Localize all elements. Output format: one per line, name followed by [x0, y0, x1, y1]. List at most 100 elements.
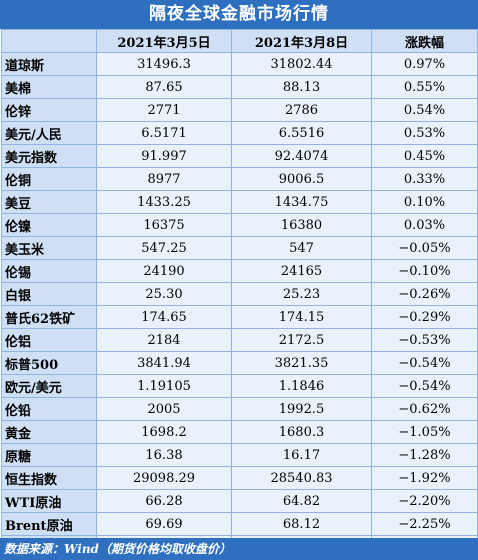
table-row: 伦锡 24190 24165 −0.10%: [1, 259, 478, 283]
instrument-name: 标普500: [1, 351, 97, 375]
change-percent: 0.10%: [371, 190, 478, 214]
instrument-name: 恒生指数: [1, 466, 97, 490]
instrument-name: 道琼斯: [1, 52, 97, 76]
price-day-2: 24165: [231, 259, 372, 283]
table-row: 普氏62铁矿 174.65 174.15 −0.29%: [1, 305, 478, 329]
price-day-1: 16.38: [96, 443, 232, 467]
table-row: 美玉米 547.25 547 −0.05%: [1, 236, 478, 260]
price-day-1: 87.65: [96, 75, 232, 99]
instrument-name: 伦铝: [1, 328, 97, 352]
price-day-1: 25.30: [96, 282, 232, 306]
table-row: WTI原油 66.28 64.82 −2.20%: [1, 489, 478, 513]
table-row: 美棉 87.65 88.13 0.55%: [1, 75, 478, 99]
change-percent: 0.54%: [371, 98, 478, 122]
price-day-2: 92.4074: [231, 144, 372, 168]
price-day-2: 1680.3: [231, 420, 372, 444]
instrument-name: 美元指数: [1, 144, 97, 168]
table-row: 道琼斯 31496.3 31802.44 0.97%: [1, 52, 478, 76]
change-percent: −1.05%: [371, 420, 478, 444]
table-row: 标普500 3841.94 3821.35 −0.54%: [1, 351, 478, 375]
change-percent: −0.10%: [371, 259, 478, 283]
table-header-row: 2021年3月5日 2021年3月8日 涨跌幅: [1, 29, 478, 53]
header-instrument: [1, 29, 97, 53]
price-day-2: 68.12: [231, 512, 372, 536]
price-day-2: 2786: [231, 98, 372, 122]
instrument-name: Brent原油: [1, 512, 97, 536]
price-day-2: 6.5516: [231, 121, 372, 145]
change-percent: −0.29%: [371, 305, 478, 329]
instrument-name: 白银: [1, 282, 97, 306]
price-day-1: 24190: [96, 259, 232, 283]
header-date-1: 2021年3月5日: [96, 29, 232, 53]
instrument-name: 普氏62铁矿: [1, 305, 97, 329]
change-percent: −0.54%: [371, 374, 478, 398]
instrument-name: 伦锌: [1, 98, 97, 122]
table-row: 美元/人民 6.5171 6.5516 0.53%: [1, 121, 478, 145]
change-percent: −2.20%: [371, 489, 478, 513]
table-row: 原糖 16.38 16.17 −1.28%: [1, 443, 478, 467]
change-percent: 0.33%: [371, 167, 478, 191]
price-day-1: 2771: [96, 98, 232, 122]
table-row: 美豆 1433.25 1434.75 0.10%: [1, 190, 478, 214]
price-day-2: 1.1846: [231, 374, 372, 398]
page-title: 隔夜全球金融市场行情: [0, 0, 478, 29]
price-day-1: 1.19105: [96, 374, 232, 398]
price-day-2: 1434.75: [231, 190, 372, 214]
instrument-name: 黄金: [1, 420, 97, 444]
change-percent: 0.97%: [371, 52, 478, 76]
instrument-name: 伦镍: [1, 213, 97, 237]
instrument-name: 美棉: [1, 75, 97, 99]
change-percent: 0.03%: [371, 213, 478, 237]
change-percent: −0.62%: [371, 397, 478, 421]
price-day-1: 547.25: [96, 236, 232, 260]
table-row: 恒生指数 29098.29 28540.83 −1.92%: [1, 466, 478, 490]
change-percent: −1.28%: [371, 443, 478, 467]
price-day-2: 28540.83: [231, 466, 372, 490]
instrument-name: 美豆: [1, 190, 97, 214]
price-day-2: 547: [231, 236, 372, 260]
instrument-name: 伦铜: [1, 167, 97, 191]
change-percent: −0.26%: [371, 282, 478, 306]
table-row: Brent原油 69.69 68.12 −2.25%: [1, 512, 478, 536]
header-change: 涨跌幅: [371, 29, 478, 53]
price-day-1: 29098.29: [96, 466, 232, 490]
source-note: 数据来源：Wind（期货价格均取收盘价）: [0, 538, 478, 560]
price-day-2: 16.17: [231, 443, 372, 467]
price-day-1: 174.65: [96, 305, 232, 329]
change-percent: 0.45%: [371, 144, 478, 168]
instrument-name: 欧元/美元: [1, 374, 97, 398]
change-percent: −1.92%: [371, 466, 478, 490]
price-day-1: 8977: [96, 167, 232, 191]
change-percent: −0.54%: [371, 351, 478, 375]
table-row: 伦镍 16375 16380 0.03%: [1, 213, 478, 237]
table-row: 伦铜 8977 9006.5 0.33%: [1, 167, 478, 191]
price-day-1: 6.5171: [96, 121, 232, 145]
instrument-name: 伦铅: [1, 397, 97, 421]
price-day-2: 16380: [231, 213, 372, 237]
price-day-1: 1698.2: [96, 420, 232, 444]
header-date-2: 2021年3月8日: [231, 29, 372, 53]
table-row: 黄金 1698.2 1680.3 −1.05%: [1, 420, 478, 444]
price-day-1: 31496.3: [96, 52, 232, 76]
price-day-2: 64.82: [231, 489, 372, 513]
price-day-2: 2172.5: [231, 328, 372, 352]
change-percent: −0.53%: [371, 328, 478, 352]
price-day-2: 25.23: [231, 282, 372, 306]
change-percent: −0.05%: [371, 236, 478, 260]
change-percent: −2.25%: [371, 512, 478, 536]
market-quotes-table: 2021年3月5日 2021年3月8日 涨跌幅 道琼斯 31496.3 31802.…: [1, 29, 478, 559]
change-percent: 0.55%: [371, 75, 478, 99]
price-day-2: 3821.35: [231, 351, 372, 375]
change-percent: 0.53%: [371, 121, 478, 145]
price-day-2: 31802.44: [231, 52, 372, 76]
instrument-name: 美玉米: [1, 236, 97, 260]
instrument-name: 伦锡: [1, 259, 97, 283]
price-day-1: 1433.25: [96, 190, 232, 214]
instrument-name: 美元/人民: [1, 121, 97, 145]
table-row: 欧元/美元 1.19105 1.1846 −0.54%: [1, 374, 478, 398]
price-day-1: 16375: [96, 213, 232, 237]
price-day-2: 1992.5: [231, 397, 372, 421]
table-row: 伦锌 2771 2786 0.54%: [1, 98, 478, 122]
price-day-1: 3841.94: [96, 351, 232, 375]
price-day-2: 174.15: [231, 305, 372, 329]
